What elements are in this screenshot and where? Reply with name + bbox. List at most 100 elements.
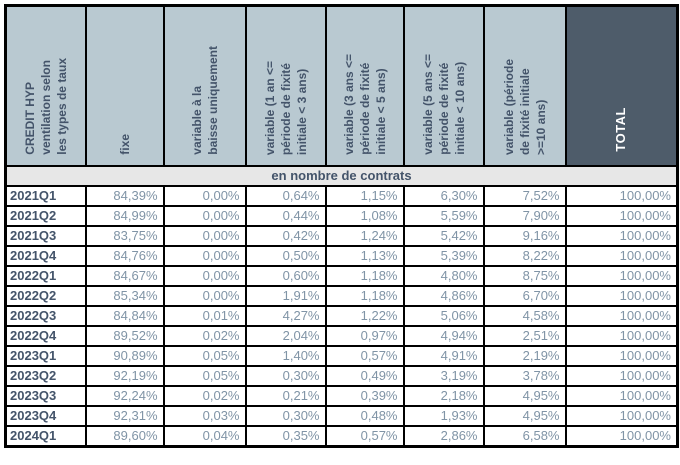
value-cell: 0,00% — [162, 285, 247, 307]
value-cell: 84,67% — [84, 265, 165, 287]
value-cell: 100,00% — [564, 245, 679, 267]
table-row: 2023Q3 92,24% 0,02% 0,21% 0,39% 2,18% 4,95% 100… — [4, 385, 679, 407]
row-label: 2021Q2 — [4, 205, 87, 227]
value-cell: 0,04% — [162, 425, 247, 448]
value-cell: 1,13% — [324, 245, 405, 267]
col-header-variable-baisse: variable à la baisse uniquement — [162, 4, 247, 167]
value-cell: 92,31% — [84, 405, 165, 427]
value-cell: 0,64% — [244, 185, 327, 207]
value-cell: 2,19% — [482, 345, 567, 367]
value-cell: 1,18% — [324, 285, 405, 307]
table-row: 2023Q1 90,89% 0,05% 1,40% 0,57% 4,91% 2,19% 100… — [4, 345, 679, 367]
value-cell: 0,21% — [244, 385, 327, 407]
value-cell: 100,00% — [564, 225, 679, 247]
value-cell: 0,50% — [244, 245, 327, 267]
row-label: 2023Q4 — [4, 405, 87, 427]
value-cell: 1,22% — [324, 305, 405, 327]
value-cell: 83,75% — [84, 225, 165, 247]
value-cell: 5,06% — [402, 305, 485, 327]
value-cell: 100,00% — [564, 185, 679, 207]
table-row: 2021Q2 84,99% 0,00% 0,44% 1,08% 5,59% 7,90% 100… — [4, 205, 679, 227]
value-cell: 100,00% — [564, 205, 679, 227]
row-label: 2022Q3 — [4, 305, 87, 327]
value-cell: 0,97% — [324, 325, 405, 347]
table-row: 2022Q1 84,67% 0,00% 0,60% 1,18% 4,80% 8,75% 100… — [4, 265, 679, 287]
row-label: 2021Q1 — [4, 185, 87, 207]
row-label: 2022Q4 — [4, 325, 87, 347]
row-label: 2021Q3 — [4, 225, 87, 247]
value-cell: 84,76% — [84, 245, 165, 267]
value-cell: 4,27% — [244, 305, 327, 327]
value-cell: 92,19% — [84, 365, 165, 387]
credit-hyp-rate-type-table: CREDIT HYP ventilation selon les types d… — [4, 4, 679, 448]
value-cell: 3,78% — [482, 365, 567, 387]
value-cell: 1,08% — [324, 205, 405, 227]
value-cell: 85,34% — [84, 285, 165, 307]
value-cell: 9,16% — [482, 225, 567, 247]
value-cell: 4,91% — [402, 345, 485, 367]
value-cell: 100,00% — [564, 305, 679, 327]
col-header-variable-1-3ans: variable (1 an <= période de fixité init… — [244, 4, 327, 167]
value-cell: 0,00% — [162, 185, 247, 207]
row-label: 2023Q2 — [4, 365, 87, 387]
value-cell: 0,01% — [162, 305, 247, 327]
value-cell: 2,51% — [482, 325, 567, 347]
col-header-total: TOTAL — [564, 4, 679, 167]
value-cell: 0,00% — [162, 225, 247, 247]
value-cell: 2,04% — [244, 325, 327, 347]
value-cell: 0,03% — [162, 405, 247, 427]
col-header-variable-3-5ans: variable (3 ans <= période de fixité ini… — [324, 4, 405, 167]
table-row: 2021Q1 84,39% 0,00% 0,64% 1,15% 6,30% 7,52% 100… — [4, 185, 679, 207]
value-cell: 0,00% — [162, 205, 247, 227]
value-cell: 100,00% — [564, 265, 679, 287]
col-header-fixe: fixe — [84, 4, 165, 167]
value-cell: 84,39% — [84, 185, 165, 207]
value-cell: 2,86% — [402, 425, 485, 448]
value-cell: 0,39% — [324, 385, 405, 407]
value-cell: 0,00% — [162, 245, 247, 267]
table-row: 2022Q3 84,84% 0,01% 4,27% 1,22% 5,06% 4,58% 100… — [4, 305, 679, 327]
value-cell: 5,39% — [402, 245, 485, 267]
table-title: CREDIT HYP ventilation selon les types d… — [22, 58, 69, 155]
value-cell: 100,00% — [564, 405, 679, 427]
value-cell: 3,19% — [402, 365, 485, 387]
value-cell: 4,95% — [482, 405, 567, 427]
value-cell: 8,22% — [482, 245, 567, 267]
header-row: CREDIT HYP ventilation selon les types d… — [4, 4, 679, 167]
value-cell: 0,00% — [162, 265, 247, 287]
value-cell: 100,00% — [564, 345, 679, 367]
col-header-title: CREDIT HYP ventilation selon les types d… — [4, 4, 87, 167]
value-cell: 0,60% — [244, 265, 327, 287]
value-cell: 84,99% — [84, 205, 165, 227]
value-cell: 4,94% — [402, 325, 485, 347]
section-banner: en nombre de contrats — [4, 165, 679, 187]
col-header-variable-10ans-plus: variable (période de fixité initiale >=1… — [482, 4, 567, 167]
table-row: 2022Q4 89,52% 0,02% 2,04% 0,97% 4,94% 2,51% 100… — [4, 325, 679, 347]
row-label: 2023Q1 — [4, 345, 87, 367]
value-cell: 100,00% — [564, 285, 679, 307]
row-label: 2021Q4 — [4, 245, 87, 267]
value-cell: 100,00% — [564, 385, 679, 407]
value-cell: 0,05% — [162, 365, 247, 387]
value-cell: 4,80% — [402, 265, 485, 287]
value-cell: 90,89% — [84, 345, 165, 367]
value-cell: 0,49% — [324, 365, 405, 387]
value-cell: 0,30% — [244, 365, 327, 387]
value-cell: 5,59% — [402, 205, 485, 227]
table-row: 2021Q4 84,76% 0,00% 0,50% 1,13% 5,39% 8,22% 100… — [4, 245, 679, 267]
row-label: 2023Q3 — [4, 385, 87, 407]
value-cell: 7,90% — [482, 205, 567, 227]
value-cell: 1,15% — [324, 185, 405, 207]
section-row: en nombre de contrats — [4, 165, 679, 187]
value-cell: 1,18% — [324, 265, 405, 287]
value-cell: 0,02% — [162, 325, 247, 347]
value-cell: 8,75% — [482, 265, 567, 287]
table-body: 2021Q1 84,39% 0,00% 0,64% 1,15% 6,30% 7,52% 100… — [4, 185, 679, 448]
row-label: 2022Q1 — [4, 265, 87, 287]
value-cell: 100,00% — [564, 365, 679, 387]
row-label: 2022Q2 — [4, 285, 87, 307]
value-cell: 0,02% — [162, 385, 247, 407]
value-cell: 6,58% — [482, 425, 567, 448]
value-cell: 4,58% — [482, 305, 567, 327]
value-cell: 1,93% — [402, 405, 485, 427]
